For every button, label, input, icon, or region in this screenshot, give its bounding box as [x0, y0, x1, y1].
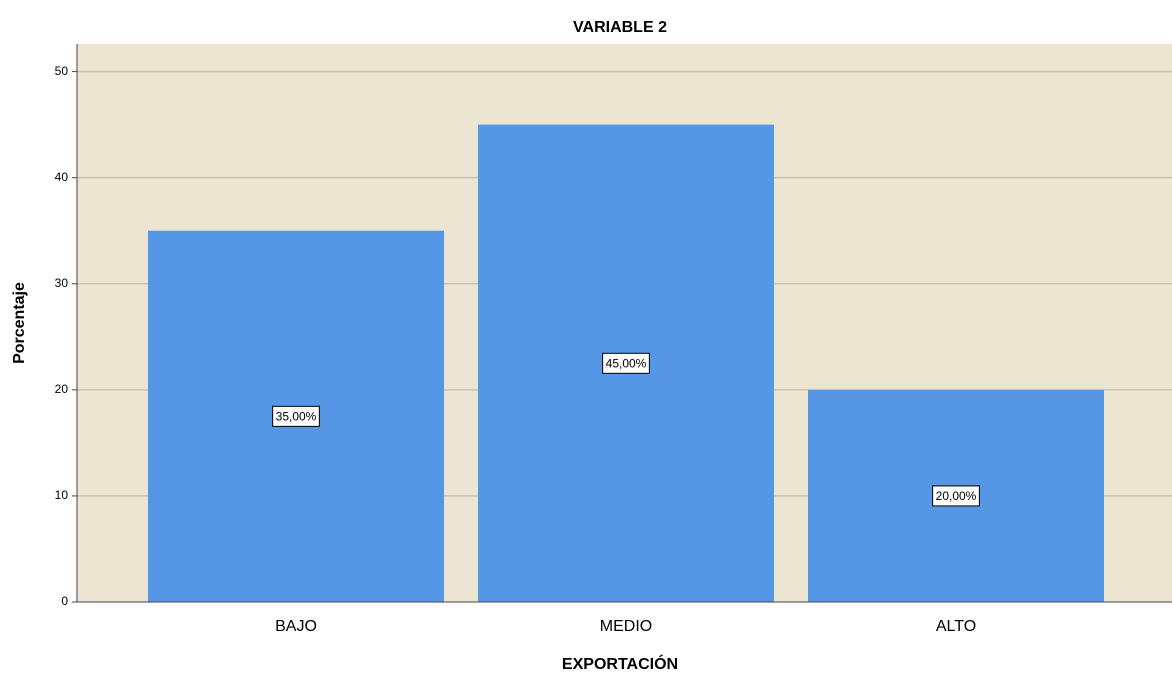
- y-tick-label: 40: [55, 170, 69, 184]
- y-axis-title: Porcentaje: [11, 282, 28, 364]
- y-tick-label: 10: [55, 488, 69, 502]
- x-tick-label: BAJO: [275, 618, 317, 635]
- x-tick-label: ALTO: [936, 618, 976, 635]
- y-tick-label: 50: [55, 64, 69, 78]
- value-label: 35,00%: [276, 410, 317, 424]
- x-axis-title: EXPORTACIÓN: [562, 654, 678, 673]
- value-label: 45,00%: [606, 356, 647, 370]
- x-tick-label: MEDIO: [600, 618, 652, 635]
- y-tick-label: 30: [55, 276, 69, 290]
- value-label-box: [602, 352, 650, 374]
- y-tick-label: 0: [61, 594, 68, 608]
- value-label: 20,00%: [936, 489, 977, 503]
- value-label-box: [932, 485, 980, 507]
- chart-title: VARIABLE 2: [573, 19, 667, 36]
- y-tick-label: 20: [55, 382, 69, 396]
- value-label-box: [272, 405, 320, 427]
